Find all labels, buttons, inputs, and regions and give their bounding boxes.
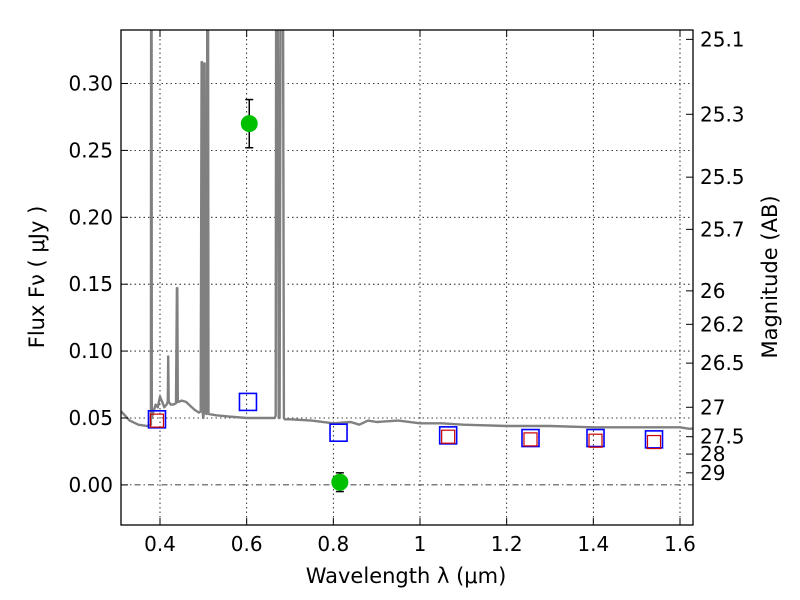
plot-area	[121, 30, 693, 493]
x-tick-label: 0.6	[231, 532, 263, 556]
magnitude-tick-label: 27.5	[700, 425, 745, 449]
marker-series	[147, 98, 664, 493]
magnitude-tick-label: 28	[700, 442, 725, 466]
red-square-point	[646, 434, 662, 450]
x-tick-labels: 0.4 0.6 0.8 1 1.2 1.4 1.6	[144, 532, 696, 556]
blue-square-point	[238, 392, 258, 412]
magnitude-tick-label: 26.5	[700, 351, 745, 375]
blue-square-point	[644, 430, 664, 449]
x-tick-label: 1.4	[577, 532, 609, 556]
spectrum-series	[121, 30, 693, 430]
spectrum-line	[121, 30, 693, 430]
magnitude-tick-label: 25.7	[700, 217, 745, 241]
y-tick-label: 0.15	[68, 272, 113, 296]
y-tick-label: 0.20	[68, 205, 113, 229]
magnitude-tick-label: 26	[700, 279, 725, 303]
magnitude-tick-label: 26.2	[700, 312, 745, 336]
y-tick-labels: 0.00 0.05 0.10 0.15 0.20 0.25 0.30	[68, 72, 113, 497]
plot-frame	[120, 29, 694, 526]
y-tick-label: 0.10	[68, 339, 113, 363]
blue-square-point	[329, 423, 348, 442]
red-square-point	[149, 413, 165, 428]
y-tick-label: 0.25	[68, 138, 113, 162]
blue-square-point	[586, 428, 605, 448]
grid	[121, 30, 693, 525]
right-axis-title: Magnitude (AB)	[758, 195, 782, 358]
x-tick-label: 1.2	[491, 532, 523, 556]
y-tick-label: 0.05	[68, 406, 113, 430]
x-axis-title: Wavelength λ (μm)	[306, 564, 507, 588]
green-circle-point	[240, 115, 258, 133]
magnitude-tick-label: 25.1	[700, 27, 745, 51]
blue-square-point	[438, 426, 458, 445]
x-tick-label: 1	[414, 532, 427, 556]
blue-square-point	[521, 428, 540, 448]
x-tick-label: 0.4	[144, 532, 176, 556]
magnitude-tick-label: 29	[700, 461, 725, 485]
red-square-point	[441, 429, 456, 444]
magnitude-tick-label: 27	[700, 395, 725, 419]
y-tick-label: 0.00	[68, 473, 113, 497]
y-tick-label: 0.30	[68, 72, 113, 96]
y-axis-title: Flux Fν ( μJy )	[25, 206, 49, 349]
green-circle-point	[331, 473, 349, 491]
magnitude-tick-label: 25.5	[700, 165, 745, 189]
magnitude-tick-label: 25.3	[700, 102, 745, 126]
red-square-point	[588, 433, 603, 448]
ticks	[121, 30, 693, 525]
blue-square-point	[147, 410, 167, 429]
x-tick-label: 0.8	[317, 532, 349, 556]
red-square-point	[523, 432, 538, 447]
x-tick-label: 1.6	[664, 532, 696, 556]
